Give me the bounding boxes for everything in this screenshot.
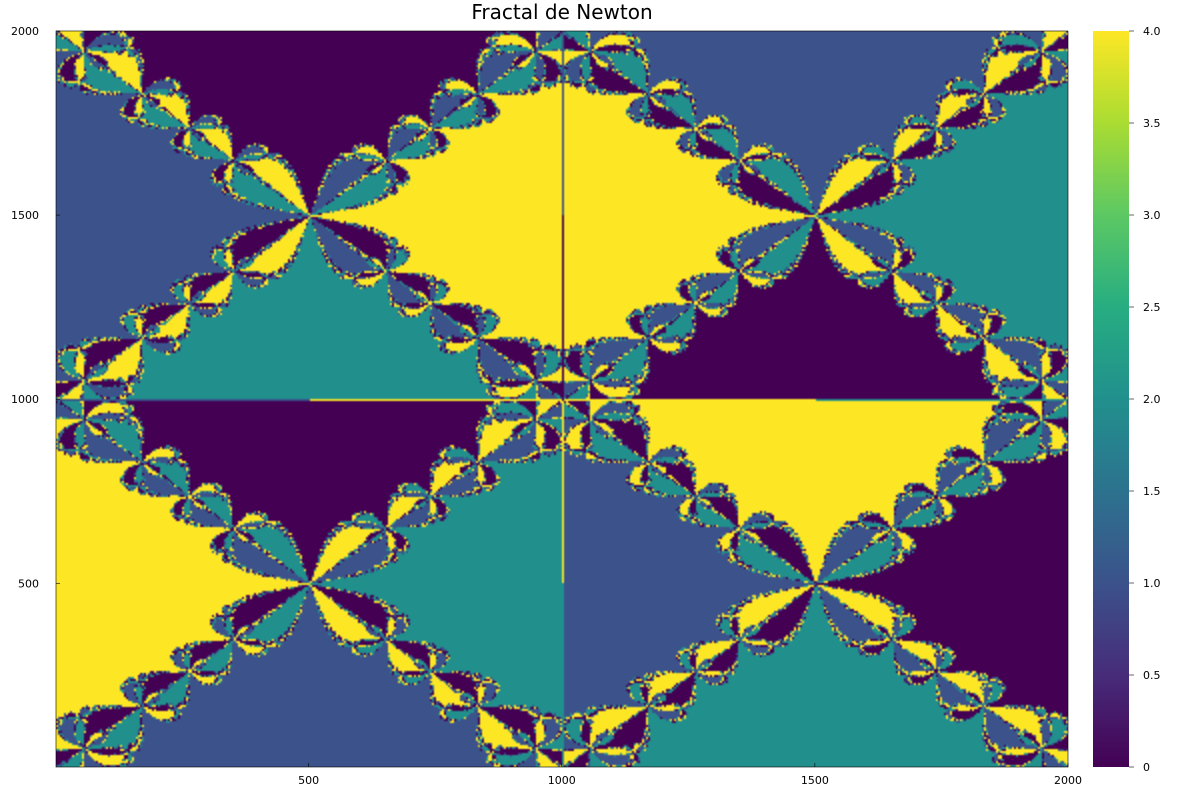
x-tick-label: 1500 bbox=[801, 774, 829, 787]
x-tick-label: 2000 bbox=[1054, 774, 1082, 787]
colorbar-tick-label: 2.5 bbox=[1143, 301, 1161, 314]
colorbar: 0 0.5 1.0 1.5 2.0 2.5 3.0 3.5 4.0 bbox=[1093, 25, 1161, 774]
y-axis: 500 1000 1500 2000 bbox=[11, 25, 60, 590]
colorbar-tick-label: 1.0 bbox=[1143, 577, 1161, 590]
x-tick-label: 500 bbox=[298, 774, 319, 787]
y-tick-label: 2000 bbox=[11, 25, 39, 38]
colorbar-tick-label: 4.0 bbox=[1143, 25, 1161, 38]
colorbar-gradient bbox=[1093, 31, 1129, 767]
chart-title: Fractal de Newton bbox=[471, 0, 652, 24]
y-tick-label: 1000 bbox=[11, 393, 39, 406]
colorbar-tick-label: 2.0 bbox=[1143, 393, 1161, 406]
colorbar-tick-label: 0.5 bbox=[1143, 669, 1161, 682]
plot-area bbox=[55, 30, 1069, 768]
y-tick-label: 1500 bbox=[11, 209, 39, 222]
colorbar-tick-label: 0 bbox=[1143, 761, 1150, 774]
colorbar-tick-label: 3.5 bbox=[1143, 117, 1161, 130]
colorbar-tick-label: 1.5 bbox=[1143, 485, 1161, 498]
y-tick-label: 500 bbox=[18, 577, 39, 590]
colorbar-ticks: 0 0.5 1.0 1.5 2.0 2.5 3.0 3.5 4.0 bbox=[1129, 25, 1161, 774]
colorbar-tick-label: 3.0 bbox=[1143, 209, 1161, 222]
heatmap-image bbox=[56, 31, 1068, 767]
x-tick-label: 1000 bbox=[548, 774, 576, 787]
x-axis: 500 1000 1500 2000 bbox=[298, 763, 1082, 787]
